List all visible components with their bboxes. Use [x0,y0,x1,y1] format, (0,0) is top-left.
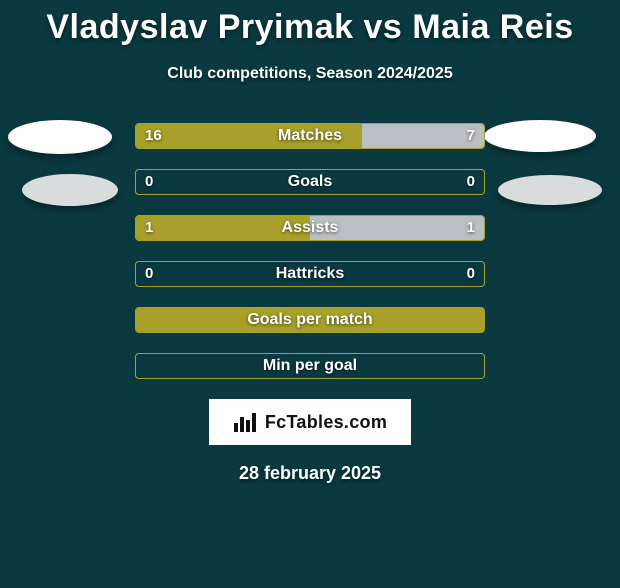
player1-badge-oval-1 [8,120,112,154]
bar-track [135,307,485,333]
page-title: Vladyslav Pryimak vs Maia Reis [0,8,620,47]
bar-track [135,169,485,195]
stat-row: 00Hattricks [135,261,485,287]
stat-row: 11Assists [135,215,485,241]
bar-track [135,123,485,149]
brand-bars-icon [233,411,259,433]
left-value: 16 [145,123,162,149]
left-value: 1 [145,215,153,241]
subtitle: Club competitions, Season 2024/2025 [0,65,620,83]
right-value: 1 [467,215,475,241]
comparison-chart: 167Matches00Goals11Assists00HattricksGoa… [0,123,620,379]
right-value: 0 [467,261,475,287]
bar-track [135,215,485,241]
snapshot-date: 28 february 2025 [0,463,620,484]
player2-name: Maia Reis [412,8,573,46]
player2-badge-oval-2 [498,175,602,205]
brand-text: FcTables.com [265,412,387,433]
left-value: 0 [145,261,153,287]
bar-left-fill [136,308,484,332]
stat-row: 167Matches [135,123,485,149]
right-value: 7 [467,123,475,149]
bar-left-fill [136,124,362,148]
player2-badge-oval-1 [484,120,596,152]
bar-track [135,353,485,379]
player1-name: Vladyslav Pryimak [46,8,353,46]
player1-badge-oval-2 [22,174,118,206]
stat-row: Min per goal [135,353,485,379]
bar-left-fill [136,216,310,240]
vs-separator: vs [363,8,402,46]
brand-badge: FcTables.com [209,399,411,445]
stat-row: Goals per match [135,307,485,333]
left-value: 0 [145,169,153,195]
bar-track [135,261,485,287]
bar-right-fill [310,216,484,240]
stat-row: 00Goals [135,169,485,195]
right-value: 0 [467,169,475,195]
